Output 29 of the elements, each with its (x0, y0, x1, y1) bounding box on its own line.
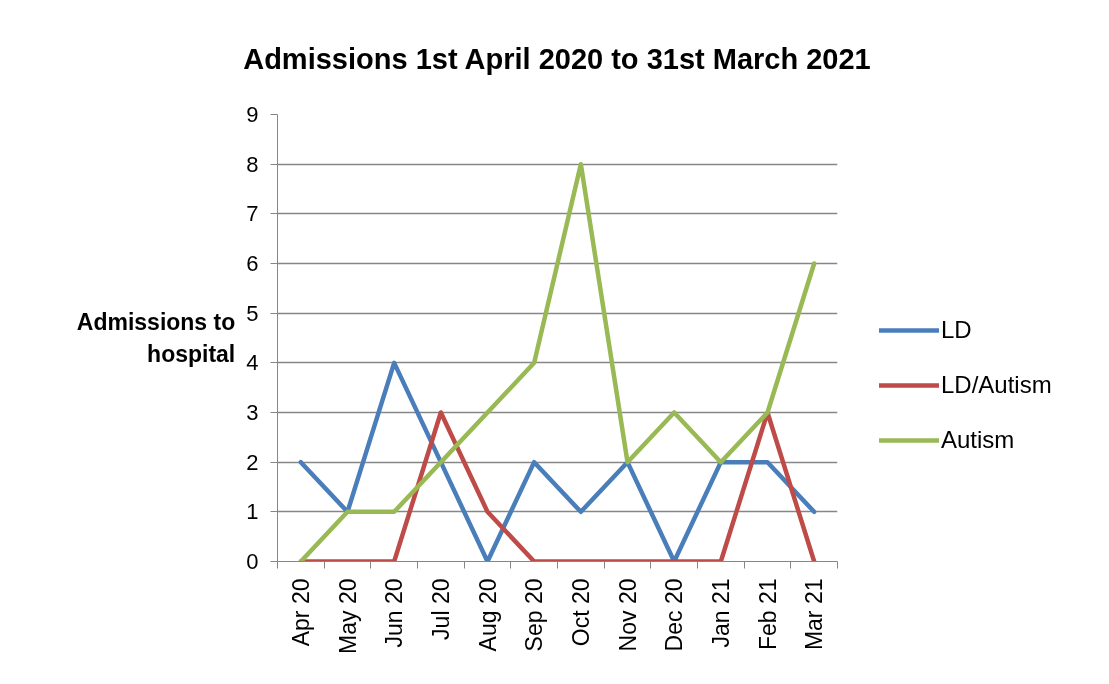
x-tick-label: Aug 20 (474, 578, 501, 652)
y-tick-label: 2 (246, 449, 259, 475)
x-tick-label: Sep 20 (521, 578, 548, 652)
x-tick-label: Jun 20 (381, 578, 408, 648)
y-tick-label: 4 (246, 350, 259, 376)
y-tick-label: 7 (246, 201, 259, 227)
legend-label: LD (941, 315, 972, 344)
x-tick-label: Dec 20 (661, 578, 688, 652)
y-tick-label: 8 (246, 151, 259, 177)
y-tick-label: 9 (246, 102, 259, 127)
x-tick-label: Jul 20 (427, 578, 454, 640)
x-tick-label: Oct 20 (567, 578, 594, 647)
chart-title: Admissions 1st April 2020 to 31st March 2021 (243, 42, 871, 75)
x-tick-label: Apr 20 (287, 578, 314, 647)
y-tick-label: 6 (246, 251, 259, 276)
x-tick-label: May 20 (334, 578, 361, 654)
x-tick-label: Jan 21 (707, 578, 734, 648)
y-axis-title: Admissions to hospital (76, 309, 236, 367)
line-series (298, 360, 817, 562)
x-tick-label: Mar 21 (801, 578, 828, 651)
y-tick-label: 1 (246, 499, 259, 525)
x-tick-label: Nov 20 (614, 578, 641, 652)
line-series (298, 161, 817, 562)
y-tick-label: 3 (246, 400, 259, 425)
y-tick-label: 0 (246, 549, 259, 574)
legend-label: LD/Autism (941, 370, 1052, 399)
y-tick-label: 5 (246, 300, 259, 326)
legend-label: Autism (941, 425, 1015, 454)
x-tick-label: Feb 21 (754, 578, 781, 651)
